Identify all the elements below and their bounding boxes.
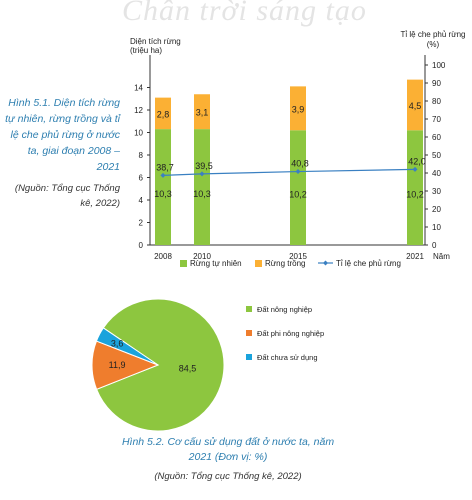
y2-tick-label: 70 — [432, 115, 441, 124]
data-label-natural: 10,3 — [193, 189, 211, 199]
pie-slice — [95, 327, 159, 366]
data-label-coverage: 39,5 — [195, 161, 213, 171]
data-label-natural: 10,2 — [289, 190, 307, 200]
coverage-point — [160, 172, 166, 178]
pie-data-label: 3,6 — [111, 339, 124, 349]
legend-label-coverage: Tỉ lệ che phủ rừng — [336, 259, 401, 268]
coverage-point — [199, 171, 205, 177]
y2-tick-label: 20 — [432, 205, 441, 214]
bar-natural-forest — [194, 129, 210, 245]
legend-label: Đất chưa sử dụng — [257, 353, 318, 362]
y2-tick-label: 80 — [432, 97, 441, 106]
y2-tick-label: 30 — [432, 187, 441, 196]
x-tick-label: 2010 — [193, 252, 211, 261]
coverage-line — [162, 168, 416, 176]
coverage-point — [412, 166, 418, 172]
land-use-pie-chart: 84,5 11,9 3,6 Đất nông nghiệp Đất phi nông n… — [91, 298, 324, 432]
data-label-planted: 2,8 — [157, 109, 170, 119]
legend-swatch-natural — [180, 260, 187, 267]
y-tick-label: 6 — [139, 174, 144, 183]
legend-label-planted: Rừng trồng — [265, 259, 306, 268]
x-axis-title: Năm — [433, 252, 450, 261]
y2-axis-title: Tỉ lệ che phủ rừng — [401, 30, 466, 39]
y2-tick-label: 90 — [432, 79, 441, 88]
legend-marker-coverage — [323, 260, 328, 266]
y-tick-label: 4 — [139, 196, 144, 205]
y2-tick-label: 60 — [432, 133, 441, 142]
y2-tick-label: 10 — [432, 223, 441, 232]
data-label-natural: 10,2 — [406, 190, 424, 200]
bar-planted-forest — [155, 97, 171, 130]
pie-slice — [95, 298, 225, 432]
figure2-source: (Nguồn: Tổng cục Thống kê, 2022) — [154, 471, 302, 482]
figure1-caption: Hình 5.1. Diện tích rừng tự nhiên, rừng … — [5, 97, 120, 173]
bar-natural-forest — [407, 130, 423, 245]
pie-data-label: 84,5 — [179, 363, 197, 373]
bar-natural-forest — [155, 129, 171, 245]
figure1-source: (Nguồn: Tổng cục Thống kê, 2022) — [14, 183, 120, 209]
y-tick-label: 14 — [134, 84, 143, 93]
pie-data-label: 11,9 — [109, 360, 126, 370]
x-tick-label: 2015 — [289, 252, 307, 261]
y2-tick-label: 50 — [432, 151, 441, 160]
legend-swatch — [246, 330, 252, 336]
legend-swatch — [246, 354, 252, 360]
data-label-coverage: 40,8 — [291, 159, 309, 169]
y2-axis-title-unit: (%) — [427, 40, 440, 49]
legend-swatch-planted — [255, 260, 262, 267]
data-label-planted: 3,9 — [292, 104, 305, 114]
y-tick-label: 12 — [134, 106, 143, 115]
data-label-coverage: 42,0 — [408, 156, 426, 166]
bar-planted-forest — [194, 94, 210, 130]
y2-tick-label: 40 — [432, 169, 441, 178]
data-label-planted: 3,1 — [196, 108, 209, 118]
bar-natural-forest — [290, 130, 306, 245]
legend-label: Đất nông nghiệp — [257, 305, 312, 314]
legend-label: Đất phi nông nghiệp — [257, 329, 324, 338]
y-axis-title: Diện tích rừng — [130, 37, 181, 46]
data-label-natural: 10,3 — [154, 189, 172, 199]
x-tick-label: 2008 — [154, 252, 172, 261]
y-axis-title-unit: (triệu ha) — [130, 46, 162, 55]
bar-planted-forest — [407, 79, 423, 131]
data-label-coverage: 38,7 — [156, 162, 174, 172]
figure2-caption: Hình 5.2. Cơ cấu sử dụng đất ở nước ta, … — [121, 436, 335, 463]
watermark: Chân trời sáng tạo — [122, 0, 367, 27]
y-tick-label: 0 — [139, 241, 144, 250]
forest-chart: 0 2 4 6 8 10 12 14 0 10 20 30 40 50 60 70 80 90 100 Diện tí… — [130, 30, 466, 268]
bar-planted-forest — [290, 86, 306, 131]
data-label-planted: 4,5 — [409, 101, 422, 111]
y2-tick-label: 0 — [432, 241, 437, 250]
x-tick-label: 2021 — [406, 252, 424, 261]
y2-tick-label: 100 — [432, 61, 446, 70]
legend-label-natural: Rừng tự nhiên — [190, 259, 242, 268]
y-tick-label: 8 — [139, 151, 144, 160]
y-tick-label: 2 — [139, 219, 144, 228]
coverage-point — [295, 169, 301, 175]
y-tick-label: 10 — [134, 129, 143, 138]
legend-swatch — [246, 306, 252, 312]
